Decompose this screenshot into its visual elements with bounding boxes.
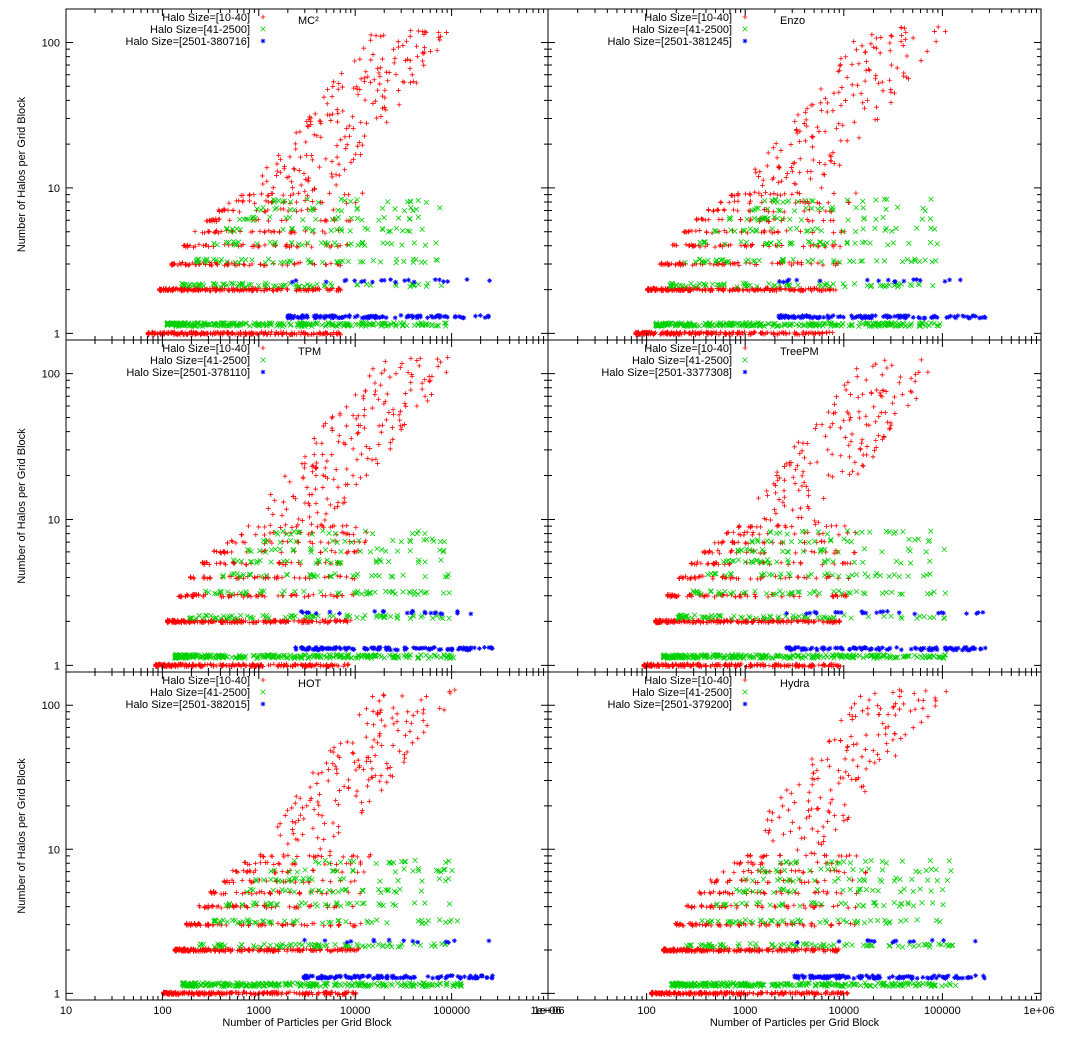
panel-title: TreePM bbox=[780, 346, 819, 358]
axis-ticks bbox=[65, 340, 549, 672]
x-axis-label: Number of Particles per Grid Block bbox=[710, 1017, 880, 1029]
scatter-points bbox=[641, 357, 988, 670]
legend-label: Halo Size=[10-40] bbox=[162, 12, 250, 24]
plot-frame bbox=[65, 671, 549, 1001]
legend: Halo Size=[10-40]Halo Size=[41-2500]Halo… bbox=[126, 343, 266, 379]
axis-ticks bbox=[547, 672, 1042, 1000]
legend-label: Halo Size=[41-2500] bbox=[150, 355, 250, 367]
x-tick-label: 1000 bbox=[247, 1005, 271, 1017]
x-tick-label: 100 bbox=[637, 1005, 655, 1017]
legend-label: Halo Size=[41-2500] bbox=[632, 24, 732, 36]
x-axis-label: Number of Particles per Grid Block bbox=[222, 1017, 392, 1029]
legend-label: Halo Size=[2501-381245] bbox=[608, 36, 732, 48]
x-tick-label: 1000 bbox=[733, 1005, 757, 1017]
y-tick-label: 100 bbox=[42, 700, 60, 712]
legend-label: Halo Size=[10-40] bbox=[644, 675, 732, 687]
panel-title: TPM bbox=[298, 346, 321, 358]
legend-label: Halo Size=[10-40] bbox=[162, 343, 250, 355]
panel-mc: 1 10 100 Number of Halos per Grid Block Halo… bbox=[16, 8, 549, 341]
x-tick-label: 10000 bbox=[829, 1005, 860, 1017]
legend: Halo Size=[10-40]Halo Size=[41-2500]Halo… bbox=[601, 343, 748, 379]
x-tick-label: 100000 bbox=[924, 1005, 961, 1017]
y-axis-label: Number of Halos per Grid Block bbox=[16, 758, 28, 914]
legend-label: Halo Size=[41-2500] bbox=[150, 24, 250, 36]
plot-frame bbox=[547, 339, 1042, 673]
x-tick-label: 1e+06 bbox=[531, 1005, 562, 1017]
legend: Halo Size=[10-40]Halo Size=[41-2500]Halo… bbox=[126, 12, 266, 48]
panel-title: Enzo bbox=[780, 15, 805, 27]
y-tick-label: 1 bbox=[54, 988, 60, 1000]
legend-label: Halo Size=[2501-379200] bbox=[608, 699, 732, 711]
legend-label: Halo Size=[41-2500] bbox=[632, 687, 732, 699]
legend-label: Halo Size=[2501-378110] bbox=[126, 367, 250, 379]
legend-label: Halo Size=[2501-380716] bbox=[126, 36, 250, 48]
scatter-points bbox=[145, 28, 492, 338]
panel-hydra: 1e+06 100 1000 10000 100000 1e+06 Number of Pa… bbox=[534, 671, 1055, 1029]
scatter-points bbox=[160, 687, 495, 998]
x-tick-label: 100 bbox=[153, 1005, 171, 1017]
legend-label: Halo Size=[10-40] bbox=[644, 12, 732, 24]
legend: Halo Size=[10-40]Halo Size=[41-2500]Halo… bbox=[608, 675, 748, 711]
axis-ticks bbox=[65, 672, 549, 1000]
axis-ticks bbox=[65, 9, 549, 340]
axis-ticks bbox=[547, 9, 1042, 340]
scatter-points bbox=[649, 687, 987, 998]
panel-enzo: Halo Size=[10-40]Halo Size=[41-2500]Halo… bbox=[547, 8, 1042, 341]
x-tick-label: 1e+06 bbox=[1024, 1005, 1055, 1017]
panel-title: Hydra bbox=[780, 678, 810, 690]
y-tick-label: 10 bbox=[48, 844, 60, 856]
y-tick-label: 1 bbox=[54, 328, 60, 340]
y-tick-label: 10 bbox=[48, 514, 60, 526]
x-tick-label: 10 bbox=[60, 1005, 72, 1017]
x-tick-label: 100000 bbox=[433, 1005, 470, 1017]
x-tick-label: 1e+06 bbox=[534, 1005, 565, 1017]
legend-label: Halo Size=[10-40] bbox=[644, 343, 732, 355]
legend-label: Halo Size=[41-2500] bbox=[632, 355, 732, 367]
legend-label: Halo Size=[2501-3377308] bbox=[601, 367, 732, 379]
y-axis-label: Number of Halos per Grid Block bbox=[16, 96, 28, 252]
legend-label: Halo Size=[10-40] bbox=[162, 675, 250, 687]
axis-ticks bbox=[547, 340, 1042, 672]
legend: Halo Size=[10-40]Halo Size=[41-2500]Halo… bbox=[126, 675, 266, 711]
panel-title: MC² bbox=[298, 15, 319, 27]
scatter-points bbox=[153, 354, 495, 670]
y-axis-label: Number of Halos per Grid Block bbox=[16, 428, 28, 584]
panel-tpm: 1 10 100 Number of Halos per Grid Block Halo… bbox=[16, 339, 549, 673]
y-tick-label: 100 bbox=[42, 38, 60, 50]
legend-label: Halo Size=[41-2500] bbox=[150, 687, 250, 699]
panel-title: HOT bbox=[298, 678, 322, 690]
y-tick-label: 10 bbox=[48, 183, 60, 195]
y-tick-label: 100 bbox=[42, 369, 60, 381]
legend: Halo Size=[10-40]Halo Size=[41-2500]Halo… bbox=[608, 12, 748, 48]
legend-label: Halo Size=[2501-382015] bbox=[126, 699, 250, 711]
plot-frame bbox=[547, 671, 1042, 1001]
y-tick-label: 1 bbox=[54, 660, 60, 672]
scatter-points bbox=[633, 24, 988, 338]
panel-treepm: Halo Size=[10-40]Halo Size=[41-2500]Halo… bbox=[547, 339, 1042, 673]
x-tick-label: 10000 bbox=[340, 1005, 371, 1017]
